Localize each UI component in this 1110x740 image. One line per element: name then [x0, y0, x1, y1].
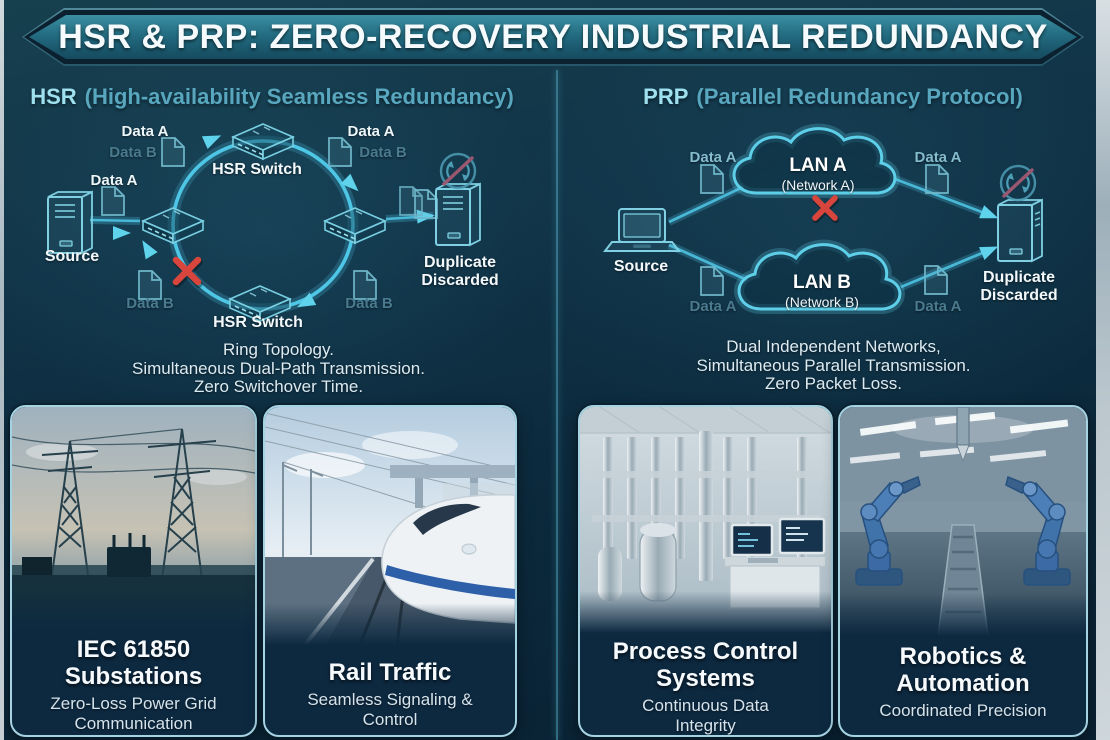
left-edge-artifact	[0, 0, 4, 740]
card-title: Robotics & Automation	[896, 643, 1030, 697]
panel-divider	[556, 70, 558, 740]
prp-heading: PRP (Parallel Redundancy Protocol)	[643, 84, 1023, 110]
lan-a-sublabel: (Network A)	[781, 177, 855, 193]
lan-b-sublabel: (Network B)	[785, 294, 859, 310]
duplicate-discarded-label: Duplicate Discarded	[980, 269, 1058, 304]
document-icon-lan-a-in	[700, 164, 724, 194]
use-case-card-rail: Rail Traffic Seamless Signaling & Contro…	[263, 405, 517, 737]
process-plant-photo	[580, 407, 831, 633]
packet-label-data-a: Data A	[90, 172, 138, 189]
x-mark-icon	[172, 256, 203, 288]
server-tower-icon-destination	[997, 199, 1043, 262]
prp-caption-line: Zero Packet Loss.	[764, 374, 902, 393]
hsr-caption-line: Simultaneous Dual-Path Transmission.	[132, 358, 425, 378]
hsr-heading-rest: (High-availability Seamless Redundancy)	[84, 84, 514, 109]
hsr-caption-line: Ring Topology.	[223, 340, 334, 359]
packet-label-data-a: Data A	[914, 149, 962, 166]
prp-diagram	[602, 75, 1043, 400]
packet-label-data-a: Data A	[689, 149, 737, 166]
prp-caption-line: Simultaneous Parallel Transmission.	[696, 355, 971, 375]
prp-heading-rest: (Parallel Redundancy Protocol)	[696, 84, 1023, 109]
server-tower-icon-source	[47, 191, 93, 254]
packet-label-data-b: Data B	[359, 144, 407, 161]
document-icon-lan-a-out	[925, 164, 949, 194]
robot-arms-photo	[840, 407, 1086, 636]
source-label: Source	[44, 248, 100, 265]
laptop-icon-source	[602, 208, 682, 252]
hsr-diagram	[47, 123, 481, 322]
card-text: Rail Traffic Seamless Signaling & Contro…	[265, 645, 515, 730]
card-title: Process Control Systems	[612, 638, 799, 692]
document-icon-source	[101, 186, 125, 216]
hsr-caption: Ring Topology. Simultaneous Dual-Path Tr…	[0, 340, 557, 397]
hsr-switch-label-top: HSR Switch	[212, 161, 302, 178]
x-mark-icon	[812, 195, 840, 224]
hsr-heading-acronym: HSR	[30, 84, 77, 109]
ring-arrow-sw	[136, 236, 158, 260]
hsr-caption-line: Zero Switchover Time.	[193, 377, 364, 396]
network-switch-icon-right	[324, 207, 386, 244]
substation-photo	[12, 407, 255, 631]
use-case-card-substations: IEC 61850 Substations Zero-Loss Power Gr…	[10, 405, 257, 737]
use-case-card-robotics: Robotics & Automation Coordinated Precis…	[838, 405, 1088, 737]
card-title: IEC 61850 Substations	[64, 636, 203, 690]
card-subtitle: Seamless Signaling & Control	[307, 690, 473, 729]
network-switch-icon-left	[142, 207, 204, 244]
card-subtitle: Zero-Loss Power Grid Communication	[50, 694, 217, 733]
right-edge-artifact	[1096, 0, 1110, 740]
duplicate-discarded-label: Duplicate Discarded	[421, 254, 499, 289]
title-banner-border: HSR & PRP: ZERO-RECOVERY INDUSTRIAL REDU…	[24, 10, 1082, 64]
card-text: IEC 61850 Substations Zero-Loss Power Gr…	[12, 631, 255, 734]
prp-heading-acronym: PRP	[643, 84, 689, 109]
packet-label-data-a: Data A	[347, 123, 395, 140]
prp-caption: Dual Independent Networks, Simultaneous …	[557, 337, 1110, 394]
network-switch-icon-top	[232, 123, 294, 160]
lan-b-label: LAN B	[792, 272, 852, 293]
no-duplicate-icon	[439, 152, 477, 190]
packet-label-data-b: Data B	[109, 144, 157, 161]
no-duplicate-icon	[999, 164, 1037, 202]
title-banner-face: HSR & PRP: ZERO-RECOVERY INDUSTRIAL REDU…	[29, 15, 1077, 59]
packet-label-data-a: Data A	[689, 298, 737, 315]
packet-label-data-b: Data B	[345, 295, 393, 312]
high-speed-train-photo	[265, 407, 515, 645]
packet-label-data-a: Data A	[121, 123, 169, 140]
packet-label-data-b: Data B	[126, 295, 174, 312]
lan-a-label: LAN A	[789, 155, 847, 176]
title-banner: HSR & PRP: ZERO-RECOVERY INDUSTRIAL REDU…	[22, 8, 1084, 66]
hsr-switch-label-bottom: HSR Switch	[213, 314, 303, 331]
card-subtitle: Coordinated Precision	[879, 701, 1047, 720]
server-tower-icon-destination	[435, 183, 481, 246]
hsr-heading: HSR (High-availability Seamless Redundanc…	[30, 84, 514, 110]
card-text: Robotics & Automation Coordinated Precis…	[840, 636, 1086, 721]
source-label: Source	[613, 258, 669, 275]
prp-caption-line: Dual Independent Networks,	[726, 337, 941, 356]
use-case-card-process: Process Control Systems Continuous Data …	[578, 405, 833, 737]
document-icon-dest-2	[414, 189, 438, 219]
card-subtitle: Continuous Data Integrity	[642, 696, 769, 735]
page-title: HSR & PRP: ZERO-RECOVERY INDUSTRIAL REDU…	[58, 17, 1048, 56]
prp-links	[667, 175, 1002, 291]
document-icon-top-right	[328, 137, 352, 167]
packet-label-data-a: Data A	[914, 298, 962, 315]
card-text: Process Control Systems Continuous Data …	[580, 633, 831, 735]
card-title: Rail Traffic	[328, 659, 452, 686]
document-icon-top-left	[161, 137, 185, 167]
